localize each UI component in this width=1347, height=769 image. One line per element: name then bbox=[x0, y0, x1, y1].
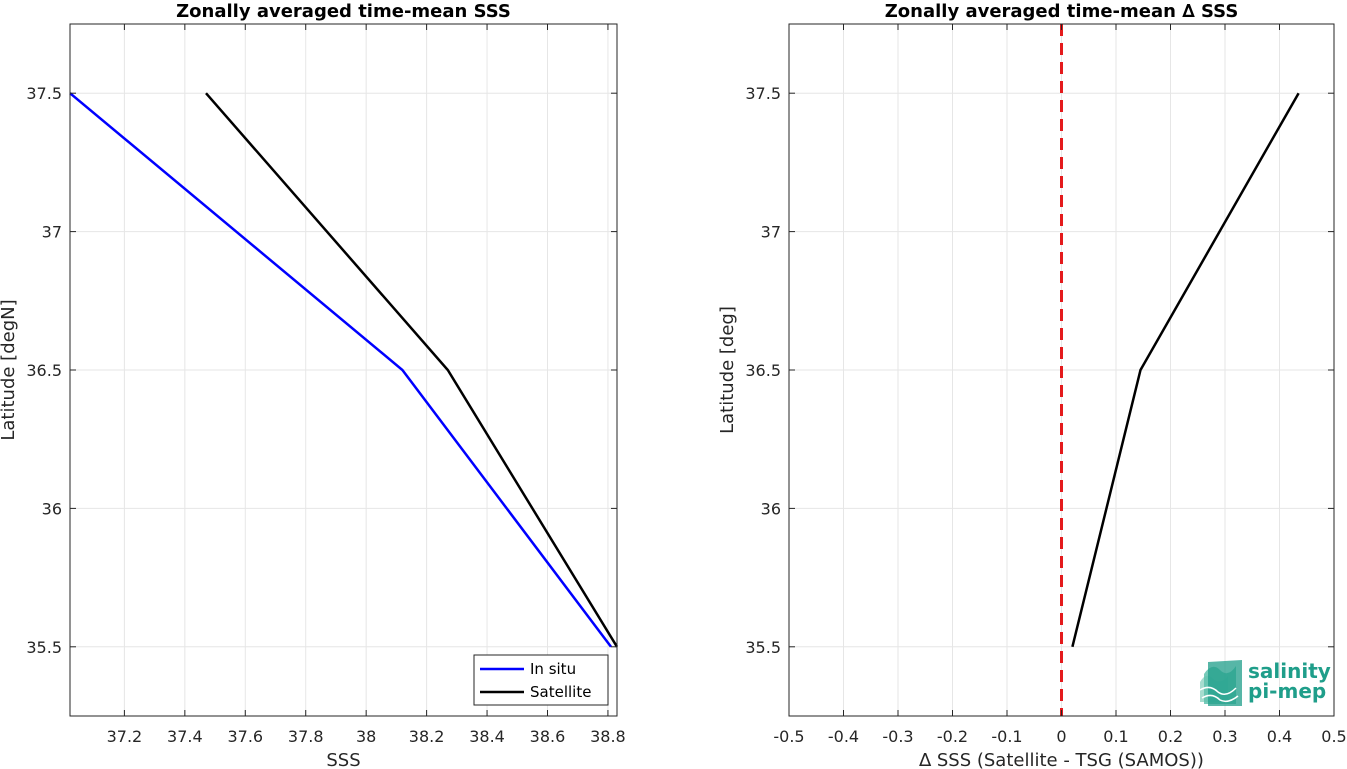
x-tick-label: 0.1 bbox=[1103, 727, 1128, 746]
x-tick-label: 0.4 bbox=[1267, 727, 1292, 746]
y-tick-label: 36 bbox=[42, 499, 62, 518]
x-axis-label: ∆ SSS (Satellite - TSG (SAMOS)) bbox=[918, 750, 1204, 769]
y-tick-label: 36 bbox=[761, 499, 781, 518]
x-tick-label: 0 bbox=[1056, 727, 1066, 746]
x-tick-label: -0.1 bbox=[991, 727, 1022, 746]
x-tick-label: -0.2 bbox=[937, 727, 968, 746]
x-tick-label: 0.2 bbox=[1158, 727, 1183, 746]
x-tick-label: -0.5 bbox=[773, 727, 804, 746]
logo-text-salinity: salinity bbox=[1248, 659, 1331, 683]
chart-title: Zonally averaged time-mean SSS bbox=[176, 1, 511, 22]
x-tick-label: 37.8 bbox=[288, 727, 324, 746]
x-axis-label: SSS bbox=[326, 750, 360, 769]
x-tick-label: 0.3 bbox=[1212, 727, 1237, 746]
x-tick-label: 38.4 bbox=[469, 727, 505, 746]
x-tick-label: 37.6 bbox=[227, 727, 263, 746]
x-tick-label: -0.3 bbox=[882, 727, 913, 746]
y-tick-label: 37 bbox=[42, 223, 62, 242]
x-tick-label: 38.8 bbox=[590, 727, 626, 746]
logo-text-pi-mep: pi-mep bbox=[1248, 679, 1326, 703]
chart-title: Zonally averaged time-mean ∆ SSS bbox=[885, 1, 1239, 22]
logo-waves-icon bbox=[1199, 660, 1242, 706]
series-line-satellite bbox=[205, 92, 619, 648]
x-tick-label: 37.4 bbox=[167, 727, 203, 746]
x-tick-label: 37.2 bbox=[107, 727, 143, 746]
legend-entry-label: Satellite bbox=[530, 683, 591, 701]
y-tick-label: 37.5 bbox=[745, 84, 781, 103]
series-line-0 bbox=[1071, 92, 1300, 648]
left-panel-sss: 37.2 37.4 37.6 37.8 38 38.2 38.4 38.6 38.8 35.5 36… bbox=[0, 1, 626, 769]
salinity-pi-mep-logo: salinity pi-mep bbox=[1199, 659, 1331, 706]
x-tick-label: -0.4 bbox=[828, 727, 859, 746]
x-tick-label: 38 bbox=[356, 727, 376, 746]
y-tick-label: 35.5 bbox=[745, 638, 781, 657]
y-axis-label: Latitude [deg] bbox=[717, 306, 738, 434]
y-tick-label: 37.5 bbox=[26, 84, 62, 103]
y-tick-label: 36.5 bbox=[26, 361, 62, 380]
y-tick-label: 35.5 bbox=[26, 638, 62, 657]
y-axis-label: Latitude [degN] bbox=[0, 299, 19, 440]
x-tick-label: 38.2 bbox=[409, 727, 445, 746]
legend-box bbox=[473, 654, 609, 706]
x-tick-label: 0.5 bbox=[1321, 727, 1346, 746]
right-panel-delta-sss: -0.5 -0.4 -0.3 -0.2 -0.1 0 0.1 0.2 0.3 0.4 0.5 35.5… bbox=[717, 1, 1347, 769]
y-tick-label: 36.5 bbox=[745, 361, 781, 380]
y-tick-label: 37 bbox=[761, 223, 781, 242]
x-tick-label: 38.6 bbox=[530, 727, 566, 746]
series-line-in-situ bbox=[69, 92, 612, 648]
legend-entry-label: In situ bbox=[530, 660, 576, 678]
